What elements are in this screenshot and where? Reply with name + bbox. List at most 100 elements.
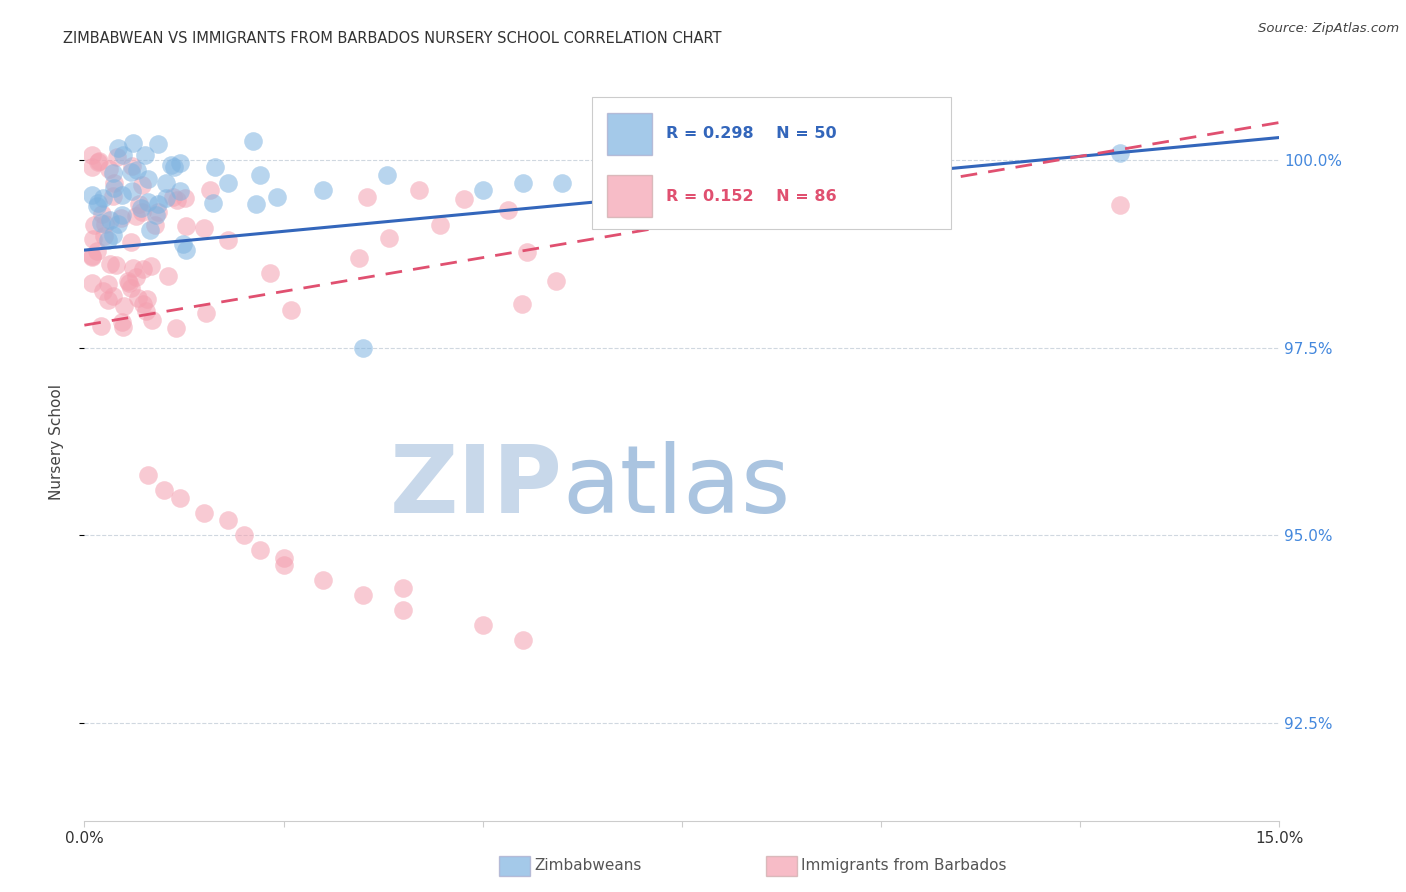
Point [89, 153, 111, 168]
Point [82, 160, 104, 174]
Point [280, 302, 302, 317]
Point [112, 147, 135, 161]
Point [356, 190, 378, 204]
Text: R = 0.298    N = 50: R = 0.298 N = 50 [666, 126, 837, 141]
Point [163, 160, 186, 174]
Point [516, 245, 538, 260]
Point [82, 187, 104, 202]
Point [136, 468, 159, 483]
Point [121, 260, 143, 275]
Point [166, 193, 188, 207]
Point [93, 229, 115, 244]
Point [132, 261, 155, 276]
Point [510, 296, 533, 310]
Point [217, 233, 239, 247]
Text: ZIP: ZIP [389, 441, 562, 533]
Point [173, 192, 195, 206]
Point [121, 136, 143, 150]
Point [512, 176, 534, 190]
Text: ZIMBABWEAN VS IMMIGRANTS FROM BARBADOS NURSERY SCHOOL CORRELATION CHART: ZIMBABWEAN VS IMMIGRANTS FROM BARBADOS N… [63, 31, 721, 46]
Point [139, 259, 162, 273]
Point [132, 297, 155, 311]
Point [82, 249, 104, 263]
Point [117, 274, 139, 288]
Point [141, 313, 163, 327]
Point [136, 195, 159, 210]
Point [392, 581, 415, 595]
Point [134, 304, 156, 318]
Point [259, 266, 281, 280]
Point [471, 183, 494, 197]
Point [91, 191, 114, 205]
Point [143, 219, 166, 233]
Point [1109, 145, 1132, 160]
Point [104, 258, 127, 272]
Point [408, 183, 430, 197]
Point [347, 251, 370, 265]
Point [131, 204, 153, 219]
Point [312, 574, 335, 588]
Point [111, 208, 134, 222]
Point [94, 217, 117, 231]
Point [103, 166, 125, 180]
Text: Immigrants from Barbados: Immigrants from Barbados [801, 858, 1007, 872]
Point [127, 163, 149, 178]
Point [312, 183, 335, 197]
Point [232, 528, 254, 542]
Point [273, 558, 295, 573]
Point [153, 483, 176, 498]
Point [97, 277, 120, 291]
Point [159, 158, 181, 172]
Point [90, 207, 112, 221]
Point [128, 197, 150, 211]
Point [86, 199, 108, 213]
Point [496, 203, 519, 218]
Point [118, 276, 141, 290]
Point [97, 161, 120, 176]
Point [97, 293, 120, 307]
Point [87, 195, 110, 210]
Point [121, 160, 143, 174]
Point [375, 168, 398, 182]
Point [155, 177, 177, 191]
Point [512, 633, 534, 648]
Point [83, 219, 105, 233]
Point [217, 176, 239, 190]
Point [129, 201, 152, 215]
Point [127, 291, 149, 305]
Point [125, 270, 148, 285]
Y-axis label: Nursery School: Nursery School [49, 384, 63, 500]
Point [174, 219, 197, 233]
Point [131, 178, 153, 193]
Point [120, 235, 142, 250]
Point [551, 176, 574, 190]
Point [193, 506, 215, 520]
Point [103, 177, 125, 191]
Point [136, 292, 159, 306]
Point [103, 188, 125, 202]
Point [546, 274, 568, 288]
Point [155, 191, 177, 205]
Point [242, 135, 264, 149]
Point [169, 491, 191, 505]
Point [156, 268, 179, 283]
Point [139, 223, 162, 237]
Point [97, 233, 120, 247]
Point [249, 168, 271, 182]
Point [98, 213, 121, 227]
Point [165, 321, 187, 335]
Point [90, 216, 112, 230]
Point [145, 208, 167, 222]
Point [453, 192, 475, 206]
Point [103, 181, 125, 195]
Point [148, 197, 170, 211]
Point [378, 231, 401, 245]
Point [1109, 198, 1132, 212]
Point [249, 543, 271, 558]
Point [352, 341, 374, 355]
Bar [606, 175, 652, 217]
Point [110, 211, 132, 225]
Point [204, 160, 226, 174]
Point [146, 136, 169, 151]
Point [101, 228, 124, 243]
